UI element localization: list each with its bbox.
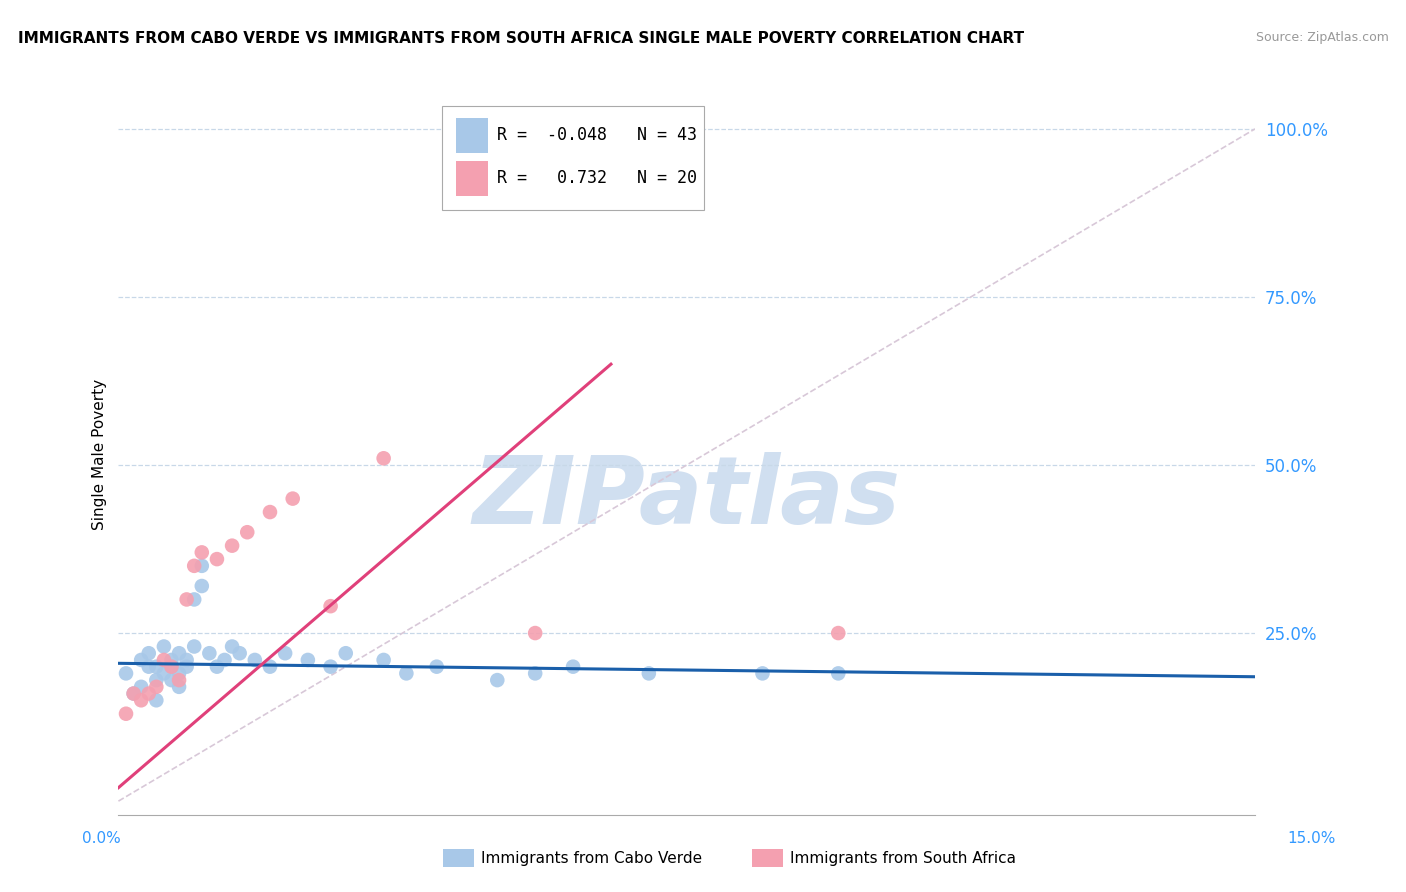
Point [183, 640, 205, 654]
Point [183, 592, 205, 607]
FancyBboxPatch shape [443, 106, 704, 211]
Point [153, 640, 176, 654]
Point [426, 659, 449, 673]
Point [205, 552, 228, 566]
Point [176, 592, 198, 607]
Point [827, 626, 849, 640]
Point [562, 659, 585, 673]
Text: Immigrants from South Africa: Immigrants from South Africa [790, 851, 1017, 865]
Text: R =  -0.048   N = 43: R = -0.048 N = 43 [496, 126, 697, 144]
Text: R =   0.732   N = 20: R = 0.732 N = 20 [496, 169, 697, 187]
Point [524, 666, 547, 681]
Point [373, 653, 395, 667]
FancyBboxPatch shape [456, 161, 488, 196]
Point [167, 673, 190, 687]
Text: ZIPatlas: ZIPatlas [472, 452, 901, 544]
Point [259, 505, 281, 519]
Point [373, 451, 395, 466]
Point [115, 706, 138, 721]
Point [145, 673, 167, 687]
Point [214, 653, 236, 667]
Point [297, 653, 319, 667]
Point [167, 680, 190, 694]
Point [236, 525, 259, 540]
Point [198, 646, 221, 660]
Point [129, 693, 152, 707]
Point [129, 653, 152, 667]
Point [145, 693, 167, 707]
Point [160, 673, 183, 687]
Text: Immigrants from Cabo Verde: Immigrants from Cabo Verde [481, 851, 702, 865]
Text: 0.0%: 0.0% [82, 831, 121, 846]
Point [122, 687, 145, 701]
Point [122, 687, 145, 701]
Point [160, 653, 183, 667]
Point [138, 659, 160, 673]
Point [524, 626, 547, 640]
Text: 15.0%: 15.0% [1288, 831, 1336, 846]
Legend:  [1237, 103, 1249, 113]
Point [138, 646, 160, 660]
Point [145, 659, 167, 673]
Point [827, 666, 849, 681]
Point [281, 491, 304, 506]
Point [319, 659, 342, 673]
Point [138, 687, 160, 701]
Text: Source: ZipAtlas.com: Source: ZipAtlas.com [1256, 31, 1389, 45]
Point [191, 545, 214, 559]
Point [319, 599, 342, 614]
Point [176, 653, 198, 667]
Point [153, 666, 176, 681]
Point [335, 646, 357, 660]
FancyBboxPatch shape [456, 119, 488, 153]
Text: IMMIGRANTS FROM CABO VERDE VS IMMIGRANTS FROM SOUTH AFRICA SINGLE MALE POVERTY C: IMMIGRANTS FROM CABO VERDE VS IMMIGRANTS… [18, 31, 1025, 46]
Point [221, 640, 243, 654]
Point [176, 659, 198, 673]
Point [221, 539, 243, 553]
Point [160, 659, 183, 673]
Point [243, 653, 266, 667]
Point [274, 646, 297, 660]
Y-axis label: Single Male Poverty: Single Male Poverty [93, 379, 107, 531]
Point [191, 579, 214, 593]
Point [115, 666, 138, 681]
Point [167, 666, 190, 681]
Point [259, 659, 281, 673]
Point [486, 673, 509, 687]
Point [145, 680, 167, 694]
Point [395, 666, 418, 681]
Point [228, 646, 250, 660]
Point [167, 646, 190, 660]
Point [129, 680, 152, 694]
Point [751, 666, 773, 681]
Point [183, 558, 205, 573]
Point [205, 659, 228, 673]
Point [153, 653, 176, 667]
Point [160, 659, 183, 673]
Point [191, 558, 214, 573]
Point [637, 666, 659, 681]
